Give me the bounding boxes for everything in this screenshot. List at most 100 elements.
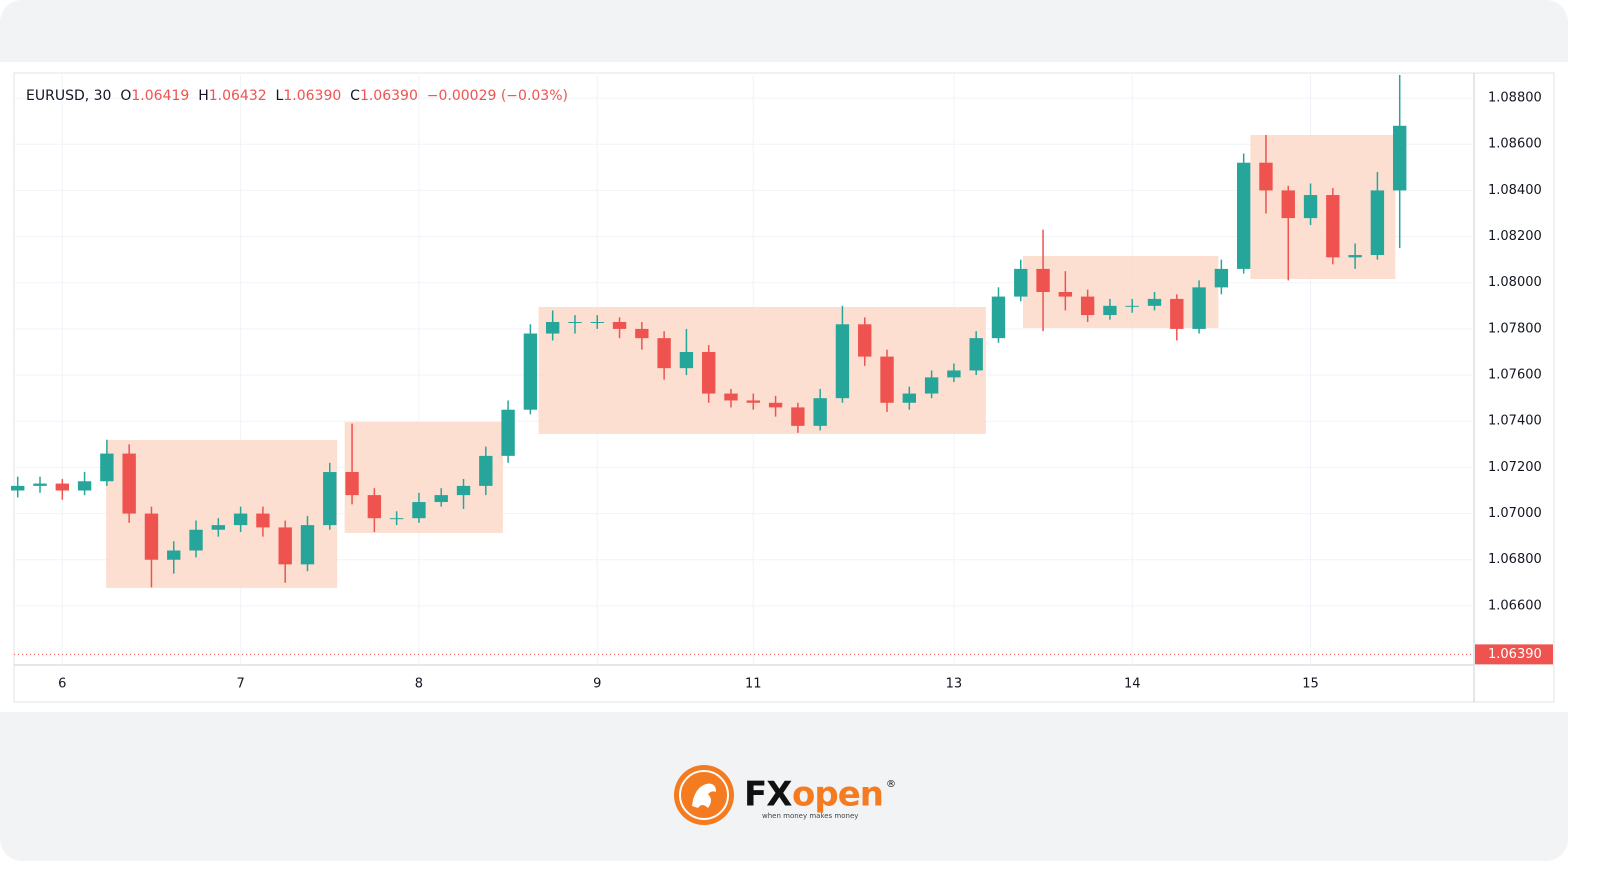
candle-body [813,398,827,426]
candle-body [702,351,716,394]
ohlc-value: 1.06390 [359,88,418,104]
logo-tagline: when money makes money [762,812,858,820]
candle-body [367,495,382,519]
x-tick-label: 15 [1302,677,1319,692]
range-zone [1022,255,1219,328]
x-tick-label: 13 [946,677,963,692]
candle-body [1080,296,1095,316]
candle-body [144,513,159,560]
candle-body [323,472,337,526]
candle-body [501,409,515,456]
candle-body [55,483,69,491]
y-tick-label: 1.07200 [1488,460,1542,475]
candle-body [100,453,114,482]
candle-body [1036,268,1050,292]
candle-body [1214,268,1229,288]
ohlc-value: 1.06419 [131,88,190,104]
y-tick-label: 1.07800 [1488,321,1542,336]
candle-body [768,402,783,408]
candle-body [33,483,47,486]
candle-body [568,321,582,323]
candle-body [835,324,850,399]
candle-body [1393,125,1407,191]
logo-open: open [792,775,883,815]
x-tick-label: 8 [415,677,423,692]
candle-body [211,525,226,530]
y-tick-label: 1.07600 [1488,368,1542,383]
logo-fx: FX [744,775,792,815]
y-tick-label: 1.07400 [1488,414,1542,429]
ohlc-key: H [198,88,209,104]
candle-body [77,481,92,491]
candle-body [657,338,671,369]
candle-body [1259,162,1273,191]
x-tick-label: 9 [593,677,601,692]
range-zone [538,306,986,434]
change: −0.00029 (−0.03%) [426,88,568,104]
candle-body [122,453,136,514]
candle-body [345,472,359,496]
candle-body [991,296,1006,339]
candle-body [1058,291,1073,297]
y-tick-label: 1.07000 [1488,506,1542,521]
ohlc-value: 1.06390 [283,88,342,104]
y-tick-label: 1.08400 [1488,183,1542,198]
plot-frame [13,72,1555,703]
candle-body [1303,195,1318,219]
candle-body [456,485,471,496]
candle-body [1147,298,1162,306]
candle-body [635,328,649,339]
candle-body [479,455,493,486]
candle-body [189,529,203,551]
ohlc-key: C [350,88,360,104]
x-tick-label: 7 [236,677,244,692]
candle-body [858,324,872,357]
candle-body [434,495,448,503]
candle-body [969,338,983,371]
candle-body [1326,195,1340,258]
candle-body [1014,268,1028,297]
y-tick-label: 1.06800 [1488,552,1542,567]
candle-body [1192,287,1206,329]
legend-header: EURUSD, 30 O1.06419 H1.06432 L1.06390 C1… [26,88,568,104]
logo-reg: ® [886,779,896,790]
candle-body [389,518,404,520]
candle-body [924,377,939,394]
logo-bull [692,783,716,808]
y-tick-label: 1.08600 [1488,137,1542,152]
logo-ring [679,770,729,820]
candle-body [300,525,315,565]
candle-body [880,356,894,403]
y-tick-label: 1.08800 [1488,91,1542,106]
y-tick-label: 1.06600 [1488,598,1542,613]
y-tick-label: 1.08000 [1488,275,1542,290]
candle-body [724,393,738,401]
candle-body [746,400,760,403]
candle-body [679,351,694,369]
y-tick-label: 1.08200 [1488,229,1542,244]
logo: FX open ® when money makes money [674,765,896,825]
last-price-label: 1.06390 [1488,647,1542,662]
candle-body [1103,305,1117,316]
candle-body [412,502,426,519]
candle-body [167,550,181,560]
candle-body [612,321,627,329]
candle-body [1125,305,1139,307]
candle-body [590,321,604,323]
candle-body [545,321,560,334]
chart: 1.06600 1.06800 1.07000 1.07200 1.07400 1.076… [11,72,1555,703]
ohlc-key: L [275,88,284,104]
candle-body [11,485,25,491]
candle-body [233,513,248,526]
x-tick-label: 14 [1124,677,1141,692]
ohlc-key: O [120,88,132,104]
last-price-tag [1475,644,1553,665]
candle-body [1236,162,1251,269]
candle-body [278,527,292,565]
x-tick-label: 6 [58,677,66,692]
candle-body [1281,190,1295,219]
candle-body [902,393,917,403]
candle-body [256,513,270,528]
candle-body [947,370,961,378]
